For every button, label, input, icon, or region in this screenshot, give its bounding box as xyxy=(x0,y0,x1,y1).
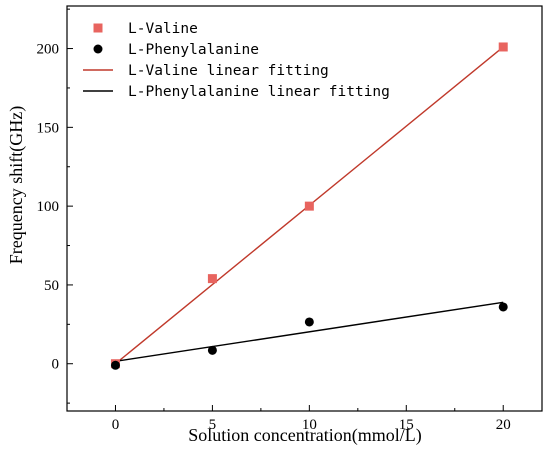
data-point-circle xyxy=(498,302,508,312)
fit-line-3 xyxy=(115,301,504,363)
x-tick-label: 20 xyxy=(496,417,511,433)
x-axis-label: Solution concentration(mmol/L) xyxy=(188,425,421,446)
x-tick-label: 10 xyxy=(302,417,317,433)
y-tick-label: 200 xyxy=(37,42,60,58)
x-tick-label: 5 xyxy=(209,417,217,433)
data-point-circle xyxy=(207,345,217,355)
plot-border xyxy=(66,5,543,412)
data-points xyxy=(110,42,508,370)
y-tick-label: 50 xyxy=(44,278,59,294)
legend-label: L-Valine xyxy=(128,21,198,37)
legend-square-swatch xyxy=(93,23,103,33)
legend: L-Valine L-Phenylalanine L-Valine linear f… xyxy=(83,21,390,100)
legend-circle-swatch xyxy=(93,44,103,54)
legend-label: L-Phenylalanine linear fitting xyxy=(128,84,390,100)
x-tick-label: 15 xyxy=(399,417,414,433)
y-tick-label: 0 xyxy=(52,357,60,373)
data-point-square xyxy=(498,42,508,52)
y-tick-label: 100 xyxy=(37,199,60,215)
legend-label: L-Phenylalanine xyxy=(128,42,259,58)
y-axis-label: Frequency shift(GHz) xyxy=(6,106,27,264)
y-tick-label: 150 xyxy=(37,120,60,136)
plot-frame xyxy=(66,5,543,412)
data-point-square xyxy=(304,201,314,211)
data-point-circle xyxy=(304,317,314,327)
data-point-square xyxy=(207,274,217,284)
legend-label: L-Valine linear fitting xyxy=(128,63,329,79)
x-tick-label: 0 xyxy=(112,417,120,433)
data-point-circle xyxy=(110,360,120,370)
